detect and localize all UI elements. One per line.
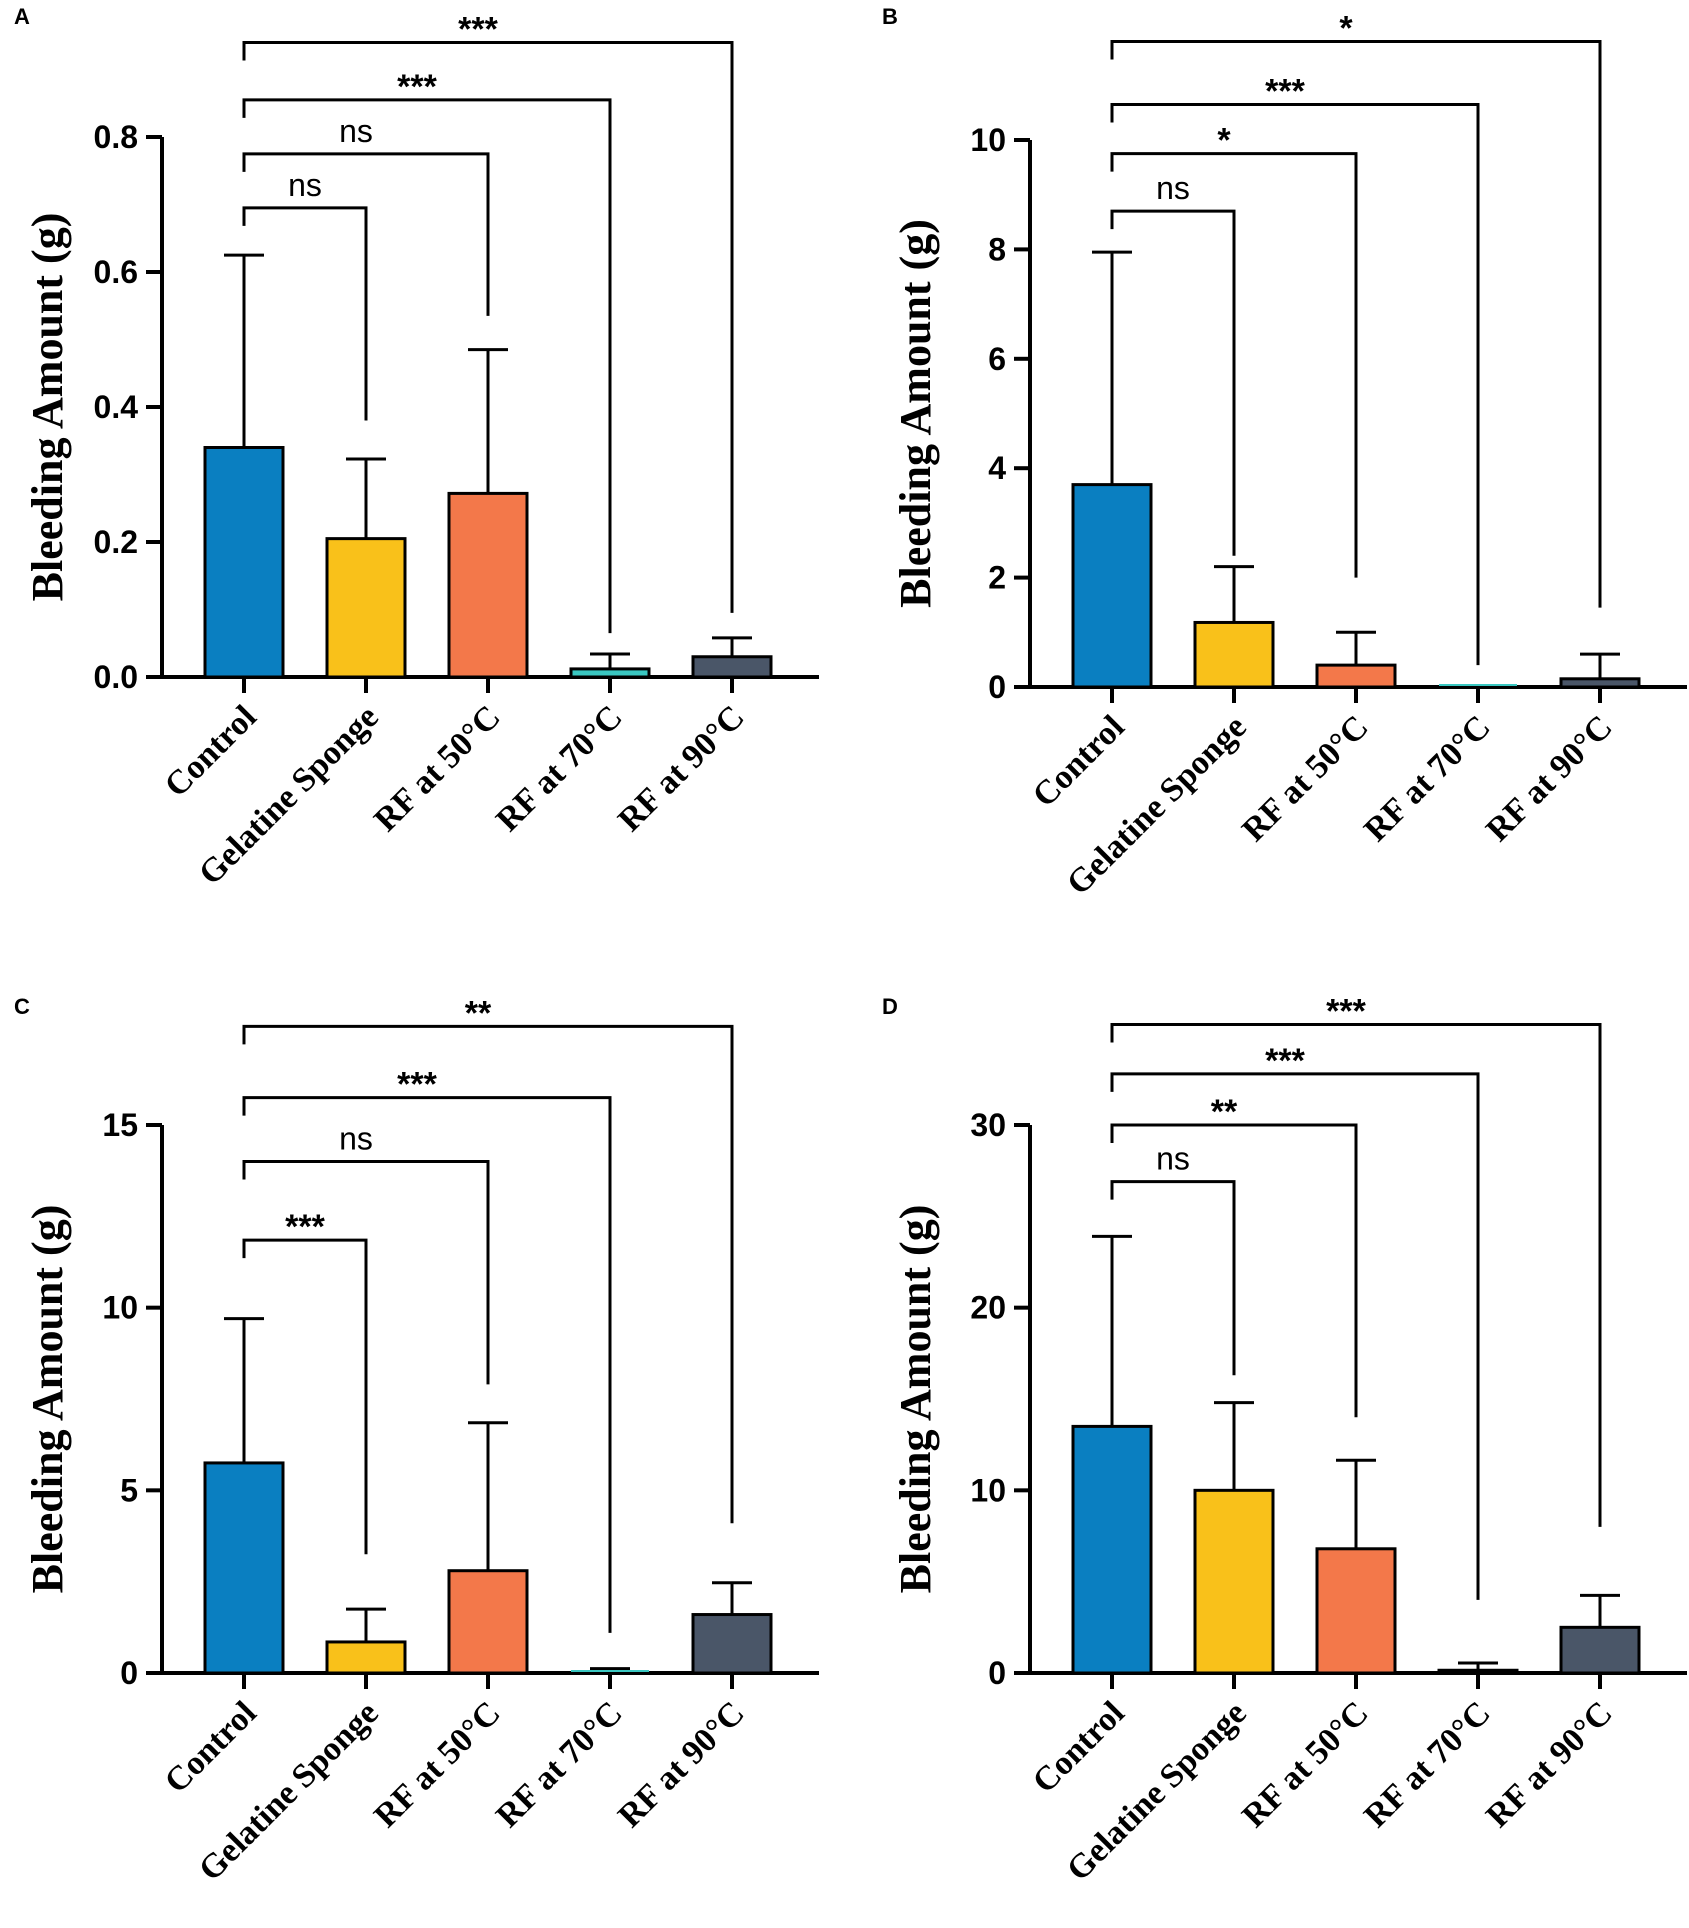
bar-0: [203, 1461, 285, 1675]
category-label: RF at 70°C: [489, 1694, 629, 1834]
significance-bracket: [1110, 1123, 1358, 1418]
y-tick-label: 30: [970, 1107, 1006, 1143]
y-axis-title: Bleeding Amount (g): [23, 213, 72, 602]
category-label: RF at 90°C: [611, 1694, 751, 1834]
bar-4: [1559, 677, 1641, 689]
bar-1: [325, 537, 407, 679]
significance-bracket: [242, 41, 734, 613]
significance-bracket: [242, 1024, 734, 1524]
significance-label: ns: [1156, 170, 1190, 206]
significance-label: *: [1339, 10, 1353, 48]
category-label: RF at 70°C: [1357, 708, 1497, 848]
bar-2: [1315, 663, 1397, 689]
significance-bracket: [1110, 40, 1602, 608]
significance-label: ***: [1265, 72, 1305, 110]
category-label: RF at 50°C: [1235, 1694, 1375, 1834]
significance-label: ns: [339, 1121, 373, 1157]
significance-label: ns: [1156, 1141, 1190, 1177]
bar-0: [1071, 483, 1153, 689]
panel-letter: C: [14, 994, 30, 1019]
significance-bracket: [1110, 1072, 1480, 1600]
significance-label: ***: [1265, 1042, 1305, 1080]
category-label: RF at 70°C: [489, 698, 629, 838]
significance-bracket: [242, 1096, 612, 1633]
significance-label: ***: [458, 11, 498, 49]
significance-label: ***: [397, 1066, 437, 1104]
y-tick-label: 0: [988, 669, 1006, 705]
category-label: RF at 50°C: [367, 698, 507, 838]
y-tick-label: 0.4: [94, 389, 139, 425]
y-axis-title: Bleeding Amount (g): [23, 1205, 72, 1594]
bar-4: [691, 655, 773, 679]
bar-4: [1559, 1625, 1641, 1675]
category-label: RF at 50°C: [367, 1694, 507, 1834]
significance-label: ***: [285, 1208, 325, 1246]
category-label: Control: [1026, 1694, 1132, 1800]
y-tick-label: 0.8: [94, 119, 138, 155]
category-label: Control: [158, 698, 264, 804]
bar-2: [447, 491, 529, 679]
significance-bracket: [242, 152, 490, 316]
bar-3: [1437, 1668, 1519, 1675]
significance-bracket: [1110, 102, 1480, 666]
significance-label: ***: [1326, 993, 1366, 1031]
significance-label: ns: [288, 167, 322, 203]
category-label: RF at 70°C: [1357, 1694, 1497, 1834]
bar-1: [325, 1640, 407, 1675]
y-axis-title: Bleeding Amount (g): [891, 1205, 940, 1594]
y-tick-label: 10: [102, 1290, 138, 1326]
y-tick-label: 20: [970, 1290, 1006, 1326]
category-label: RF at 90°C: [1479, 708, 1619, 848]
y-tick-label: 5: [120, 1472, 138, 1508]
y-tick-label: 8: [988, 231, 1006, 267]
category-label: RF at 90°C: [611, 698, 751, 838]
significance-bracket: [242, 1160, 490, 1385]
panel-letter: A: [14, 4, 30, 29]
y-tick-label: 0.2: [94, 524, 138, 560]
panel-letter: B: [882, 4, 898, 29]
significance-label: **: [1211, 1093, 1238, 1131]
significance-bracket: [1110, 209, 1236, 556]
y-axis-title: Bleeding Amount (g): [891, 219, 940, 608]
bar-1: [1193, 620, 1275, 689]
bar-3: [569, 667, 651, 679]
significance-bracket: [242, 98, 612, 634]
panel-letter: D: [882, 994, 898, 1019]
significance-bracket: [242, 206, 368, 421]
significance-bracket: [242, 1238, 368, 1555]
bar-2: [447, 1569, 529, 1675]
significance-bracket: [1110, 1180, 1236, 1376]
y-tick-label: 0.0: [94, 659, 138, 695]
significance-label: **: [465, 994, 492, 1032]
y-tick-label: 4: [988, 450, 1006, 486]
bar-1: [1193, 1488, 1275, 1675]
bar-0: [1071, 1424, 1153, 1675]
category-label: RF at 90°C: [1479, 1694, 1619, 1834]
y-tick-label: 2: [988, 560, 1006, 596]
y-tick-label: 10: [970, 122, 1006, 158]
y-tick-label: 0: [988, 1655, 1006, 1691]
y-tick-label: 15: [102, 1107, 138, 1143]
significance-label: *: [1217, 122, 1231, 160]
category-label: Control: [1026, 708, 1132, 814]
y-tick-label: 10: [970, 1472, 1006, 1508]
significance-bracket: [1110, 1023, 1602, 1527]
significance-bracket: [1110, 152, 1358, 578]
y-tick-label: 0.6: [94, 254, 138, 290]
significance-label: ***: [397, 68, 437, 106]
y-tick-label: 6: [988, 341, 1006, 377]
panel-a: A 0.0 0.2 0.4 0.6 0.8 Bleeding Amount (g) Contr…: [14, 4, 819, 892]
bar-2: [1315, 1547, 1397, 1675]
bar-0: [203, 446, 285, 679]
bar-4: [691, 1613, 773, 1675]
significance-label: ns: [339, 113, 373, 149]
y-tick-label: 0: [120, 1655, 138, 1691]
category-label: RF at 50°C: [1235, 708, 1375, 848]
category-label: Control: [158, 1694, 264, 1800]
